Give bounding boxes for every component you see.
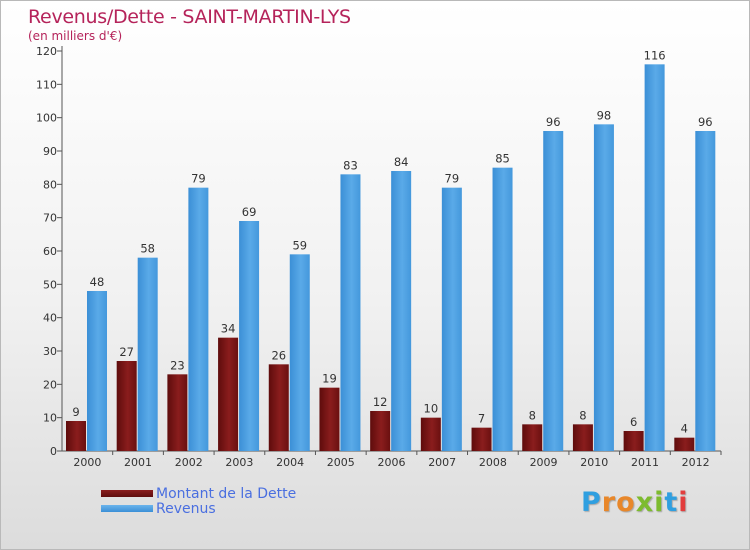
value-label-revenue: 96	[698, 115, 713, 129]
y-tick-label: 0	[50, 445, 57, 458]
value-label-debt: 12	[373, 395, 388, 409]
x-tick-label: 2003	[225, 456, 253, 469]
x-tick-label: 2010	[580, 456, 608, 469]
x-tick-label: 2011	[631, 456, 659, 469]
value-label-debt: 27	[119, 345, 134, 359]
bar-revenue	[543, 131, 564, 451]
y-tick-label: 110	[36, 78, 57, 91]
bar-revenue	[340, 174, 361, 452]
bar-revenue	[644, 64, 665, 452]
value-label-revenue: 58	[140, 242, 155, 256]
bar-debt	[572, 424, 593, 451]
bar-revenue	[593, 124, 614, 451]
logo-letter: t	[664, 487, 679, 518]
bar-revenue	[137, 257, 158, 451]
x-tick-label: 2008	[479, 456, 507, 469]
legend-label-revenue: Revenus	[156, 500, 216, 517]
y-tick-label: 90	[43, 145, 57, 158]
value-label-revenue: 84	[394, 155, 409, 169]
bar-debt	[218, 337, 239, 451]
bar-debt	[623, 431, 644, 451]
bar-revenue	[695, 131, 716, 451]
value-label-revenue: 69	[242, 205, 257, 219]
value-label-debt: 34	[221, 322, 236, 336]
legend-swatch-revenue	[101, 505, 153, 512]
value-label-debt: 4	[681, 422, 688, 436]
value-label-debt: 26	[271, 348, 286, 362]
y-tick-label: 60	[43, 245, 57, 258]
value-label-revenue: 79	[445, 172, 460, 186]
y-tick-label: 120	[36, 45, 57, 58]
value-label-revenue: 85	[495, 152, 510, 166]
logo-letter: x	[635, 487, 655, 518]
x-tick-label: 2005	[327, 456, 355, 469]
bar-revenue	[289, 254, 310, 451]
value-label-debt: 10	[424, 402, 439, 416]
y-tick-label: 70	[43, 212, 57, 225]
legend-item-debt: Montant de la Dette	[101, 485, 297, 502]
value-label-debt: 8	[529, 408, 536, 422]
bar-debt	[319, 387, 340, 451]
x-tick-label: 2000	[73, 456, 101, 469]
logo-letter: o	[616, 487, 636, 518]
bar-debt	[522, 424, 543, 451]
value-label-debt: 6	[630, 415, 637, 429]
bar-revenue	[492, 167, 513, 451]
x-tick-label: 2002	[175, 456, 203, 469]
value-label-revenue: 48	[90, 275, 105, 289]
value-label-debt: 23	[170, 358, 185, 372]
y-tick-label: 50	[43, 278, 57, 291]
value-label-revenue: 116	[644, 48, 666, 62]
value-label-revenue: 59	[292, 238, 307, 252]
value-labels-group: 9 48 27 58 23 79 34 69 26 59 19 83 12 84 10 79 7 85 8 96 8 98…	[72, 48, 712, 435]
y-tick-label: 10	[43, 412, 57, 425]
legend-swatch-debt	[101, 490, 153, 497]
logo-letter: r	[601, 487, 617, 518]
chart-title: Revenus/Dette - SAINT-MARTIN-LYS	[28, 6, 351, 28]
logo-letter: i	[678, 487, 689, 518]
value-label-revenue: 96	[546, 115, 561, 129]
logo-letter: i	[654, 487, 665, 518]
x-tick-label: 2001	[124, 456, 152, 469]
bar-debt	[420, 417, 441, 451]
bar-debt	[471, 427, 492, 451]
x-tick-label: 2006	[378, 456, 406, 469]
value-label-debt: 19	[322, 372, 337, 386]
x-tick-label: 2009	[530, 456, 558, 469]
legend: Montant de la Dette Revenus	[101, 485, 297, 517]
bar-debt	[370, 411, 391, 451]
value-label-debt: 8	[579, 408, 586, 422]
y-tick-label: 20	[43, 378, 57, 391]
bar-revenue	[239, 221, 260, 451]
bar-debt	[116, 361, 137, 451]
value-label-revenue: 79	[191, 172, 206, 186]
y-tick-label: 100	[36, 112, 57, 125]
x-tick-label: 2012	[682, 456, 710, 469]
x-tick-label: 2004	[276, 456, 304, 469]
proxiti-logo: Proxiti	[581, 487, 689, 518]
value-label-revenue: 98	[597, 108, 612, 122]
bar-revenue	[441, 187, 462, 451]
value-label-revenue: 83	[343, 158, 358, 172]
logo-letter: P	[581, 487, 602, 518]
y-tick-label: 30	[43, 345, 57, 358]
chart-subtitle: (en milliers d'€)	[28, 29, 123, 43]
x-tick-label: 2007	[428, 456, 456, 469]
y-tick-label: 80	[43, 178, 57, 191]
bars-group	[66, 64, 716, 452]
bar-revenue	[391, 171, 412, 451]
bar-revenue	[188, 187, 209, 451]
bar-debt	[268, 364, 289, 451]
value-label-debt: 7	[478, 412, 485, 426]
legend-label-debt: Montant de la Dette	[156, 485, 297, 502]
value-label-debt: 9	[72, 405, 79, 419]
bar-revenue	[87, 291, 107, 451]
bar-debt	[167, 374, 188, 451]
legend-item-revenue: Revenus	[101, 500, 296, 517]
bar-debt	[674, 437, 695, 451]
bar-debt	[66, 421, 86, 451]
y-tick-label: 40	[43, 312, 57, 325]
